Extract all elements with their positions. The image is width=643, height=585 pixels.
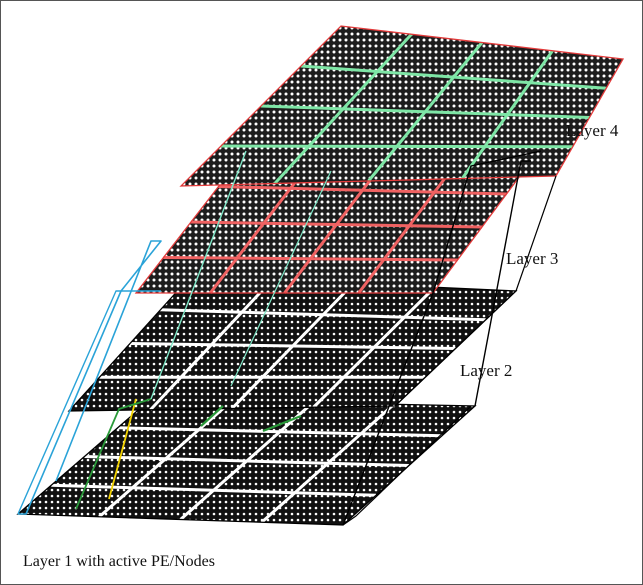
layer-3 [134,150,533,294]
layers-group [16,25,625,526]
figure-caption: Layer 1 with active PE/Nodes [23,553,215,570]
teal-connector [150,150,247,400]
green-connector [75,398,152,510]
layer-1-grid-line [117,426,443,438]
layer-2-grid-line [160,308,486,322]
layer-2-grid-line [129,342,456,350]
layer-3-grid-line [218,185,507,196]
layer-4 [179,25,625,187]
layer-2-label: Layer 2 [460,361,513,380]
layer-1 [16,398,477,526]
layer-4-grid-line [300,64,607,90]
teal-connector [230,170,332,387]
layer-4-grid-line [220,144,573,149]
layer-2 [67,275,518,412]
black-connector [474,160,531,407]
black-connector [342,150,542,526]
blue-connector [17,290,161,515]
yellow-connector [108,398,137,500]
layer-3-grid-line [190,220,483,229]
layer-3-label: Layer 3 [506,249,559,268]
layer-4-mesh [181,26,623,186]
black-connector [342,405,472,526]
layer-4-border [179,25,625,187]
layer-4-grid-line [260,104,590,119]
green-connector [200,405,224,427]
layer-1-grid-line [84,455,410,467]
connectors-group [17,150,557,526]
black-connector [394,175,557,407]
layer-4-label: Layer 4 [566,121,619,140]
green-connector [262,414,302,433]
blue-connector [18,240,162,515]
layer-1-grid-line [51,483,377,497]
layer-3-grid-line [163,256,458,262]
